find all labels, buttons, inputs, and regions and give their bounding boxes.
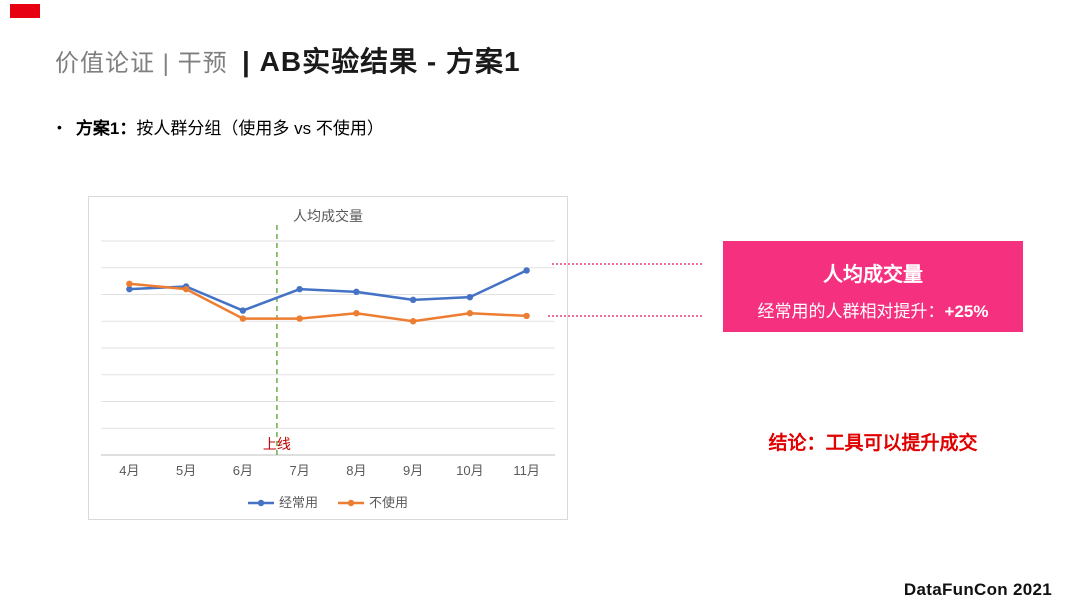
bullet-label: 方案1： (75, 119, 137, 138)
series-marker (353, 310, 360, 317)
bullet-item: • 方案1：按人群分组（使用多 vs 不使用） (57, 114, 384, 139)
slide-accent-mark (10, 4, 40, 18)
series-line-0 (129, 269, 528, 312)
series-marker (182, 285, 190, 293)
chart-legend: 经常用 不使用 (248, 495, 408, 510)
slide-title-section: 价值论证 | 干预 (55, 50, 228, 77)
x-tick-label: 5月 (176, 463, 196, 478)
callout-subtitle: 经常用的人群相对提升：+25% (723, 297, 1023, 322)
bullet-text: 按人群分组（使用多 vs 不使用） (136, 119, 384, 138)
x-tick-label: 10月 (456, 463, 483, 478)
x-tick-label: 4月 (119, 463, 139, 478)
launch-label: 上线 (263, 436, 291, 452)
dotted-connector-bottom (548, 315, 702, 317)
series-marker (409, 296, 417, 304)
series-marker (296, 285, 303, 293)
footer-brand: DataFunCon 2021 (903, 580, 1052, 599)
conclusion-text: 结论：工具可以提升成交 (768, 433, 978, 454)
chart-title: 人均成交量 (293, 208, 363, 224)
series-marker (296, 315, 303, 322)
series-marker (353, 288, 360, 296)
x-tick-label: 11月 (513, 463, 540, 478)
series-marker (466, 293, 474, 301)
series-marker (239, 315, 247, 322)
dotted-connector-top (552, 263, 702, 265)
chart-container: 人均成交量上线 4月 5月 6月 7月 8月 9月 10月 11月经常用 不使用 (88, 196, 568, 520)
series-marker (523, 267, 530, 274)
series-marker (523, 312, 530, 320)
chart-gridlines (101, 240, 555, 456)
slide-title-main: | AB实验结果 - 方案1 (242, 46, 521, 77)
slide-title: 价值论证 | 干预 | AB实验结果 - 方案1 (55, 40, 521, 80)
callout-value: +25% (944, 302, 989, 321)
callout-title: 人均成交量 (823, 264, 923, 286)
series-marker (466, 310, 474, 317)
series-marker (126, 280, 133, 287)
x-tick-label: 7月 (290, 463, 310, 478)
series-marker (239, 307, 247, 314)
legend-label: 经常用 (279, 495, 318, 510)
callout-subtitle-text: 经常用的人群相对提升： (757, 302, 945, 321)
bullet-marker: • (57, 119, 62, 135)
x-tick-label: 6月 (233, 463, 253, 478)
legend-label: 不使用 (369, 495, 408, 510)
x-tick-label: 8月 (346, 463, 366, 478)
callout-box: 人均成交量 经常用的人群相对提升：+25% (723, 241, 1023, 332)
series-marker (409, 318, 417, 325)
series-marker (126, 285, 133, 293)
series-line-1 (129, 282, 527, 323)
x-tick-label: 9月 (403, 463, 423, 478)
